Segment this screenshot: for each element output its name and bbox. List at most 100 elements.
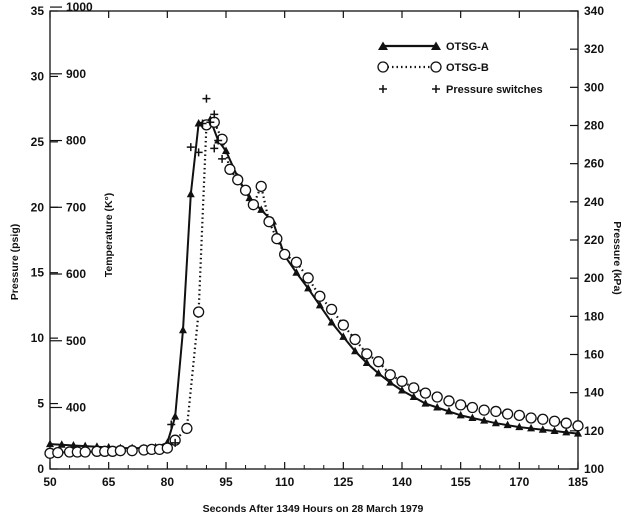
data-point-otsg-b <box>192 306 205 318</box>
x-tick-label: 155 <box>451 475 471 489</box>
y-right-tick-label: 100 <box>584 462 604 476</box>
data-point-otsg-a <box>222 146 230 155</box>
data-point-otsg-a <box>178 325 187 334</box>
y-right-tick-label: 320 <box>584 42 604 56</box>
data-point-otsg-a <box>527 423 536 432</box>
data-point-otsg-b <box>181 422 193 435</box>
data-point-otsg-a <box>409 392 418 401</box>
data-point-otsg-a <box>538 425 547 433</box>
data-point-otsg-a <box>315 300 324 309</box>
data-point-otsg-b <box>126 445 138 457</box>
y-right-tick-label: 240 <box>584 195 604 209</box>
data-point-pressure-switches <box>206 118 215 127</box>
data-point-otsg-a <box>515 422 524 431</box>
data-point-otsg-a <box>57 440 66 448</box>
data-point-pressure-switches <box>167 420 176 429</box>
data-point-otsg-b <box>232 174 244 186</box>
legend: OTSG-A OTSG-B Pressure switches <box>377 41 543 96</box>
data-point-otsg-b <box>255 180 267 192</box>
data-point-otsg-b <box>314 290 326 302</box>
data-point-otsg-b <box>52 446 64 459</box>
data-point-otsg-a <box>186 189 195 198</box>
data-point-otsg-b <box>396 375 408 387</box>
data-point-otsg-a <box>503 420 512 429</box>
data-point-pressure-switches <box>198 119 207 128</box>
legend-label-otsg-a: OTSG-A <box>446 41 489 53</box>
data-point-otsg-a <box>386 378 395 386</box>
y-right-tick-label: 160 <box>584 348 604 362</box>
series-line-otsg-b <box>49 121 579 455</box>
legend-entry-otsg-b: OTSG-B <box>377 61 489 74</box>
data-point-pressure-switches <box>171 438 180 447</box>
y-left-tick-label: 25 <box>31 135 45 149</box>
y-temp-tick-label: 700 <box>66 200 86 214</box>
data-point-otsg-a <box>491 418 500 427</box>
x-tick-label: 50 <box>43 475 57 489</box>
y-right-tick-label: 140 <box>584 386 604 400</box>
y-left-tick-label: 0 <box>37 462 44 476</box>
data-point-otsg-b <box>384 369 396 381</box>
legend-entry-otsg-a: OTSG-A <box>378 41 489 53</box>
legend-label-pressure-switches: Pressure switches <box>446 84 543 96</box>
data-point-otsg-b <box>290 256 303 268</box>
x-tick-label: 110 <box>275 475 295 489</box>
legend-entry-pressure-switches: Pressure switches <box>379 84 543 96</box>
x-tick-label: 185 <box>568 475 588 489</box>
data-point-otsg-a <box>69 440 78 449</box>
y-right-tick-label: 180 <box>584 309 604 323</box>
data-point-pressure-switches <box>210 110 219 119</box>
data-point-otsg-a <box>421 399 430 407</box>
tick-layer: 50 65 80 95 110 125 140 155 170 185 0 5 10 15 20 25 30 35… <box>31 0 605 489</box>
data-point-otsg-a <box>292 268 301 276</box>
data-point-otsg-b <box>337 319 349 331</box>
y-axis-title-left: Pressure (psig) <box>9 224 21 300</box>
data-point-otsg-b <box>560 417 572 429</box>
data-point-otsg-a <box>351 346 360 355</box>
data-point-otsg-a <box>374 368 383 377</box>
data-point-otsg-a <box>398 385 406 394</box>
data-point-otsg-b <box>501 408 514 420</box>
y-right-tick-label: 120 <box>584 424 604 438</box>
y-temp-tick-label: 800 <box>66 134 86 148</box>
data-point-otsg-b <box>216 133 228 145</box>
data-point-otsg-a <box>257 205 266 213</box>
data-point-otsg-a <box>327 317 336 326</box>
data-point-otsg-a <box>46 439 54 448</box>
x-tick-label: 170 <box>509 475 529 489</box>
data-point-otsg-b <box>513 409 525 421</box>
data-point-otsg-b <box>419 387 432 399</box>
series-layer <box>44 94 584 459</box>
x-tick-label: 80 <box>161 475 175 489</box>
data-point-otsg-b <box>372 356 385 368</box>
data-point-otsg-a <box>574 429 582 437</box>
data-point-otsg-a <box>456 410 465 419</box>
y-temp-tick-label: 500 <box>66 334 86 348</box>
data-point-otsg-b <box>478 404 490 416</box>
data-point-otsg-b <box>302 272 314 284</box>
y-axis-title-temperature: Temperature (K°) <box>103 193 115 278</box>
y-temp-tick-label: 600 <box>66 267 86 281</box>
x-tick-label: 140 <box>392 475 412 489</box>
data-point-otsg-b <box>247 199 260 211</box>
y-right-tick-label: 200 <box>584 271 604 285</box>
data-point-otsg-b <box>443 395 455 407</box>
data-point-pressure-switches <box>210 144 219 153</box>
data-point-otsg-b <box>455 399 467 411</box>
data-point-otsg-b <box>239 184 252 196</box>
y-left-tick-label: 35 <box>31 4 45 18</box>
data-point-pressure-switches <box>214 136 223 145</box>
data-point-otsg-b <box>263 216 275 228</box>
y-temp-tick-label: 1000 <box>66 0 93 14</box>
plot-border <box>49 10 579 470</box>
data-point-otsg-a <box>468 413 477 421</box>
data-point-otsg-b <box>114 445 127 457</box>
data-point-pressure-switches <box>186 143 195 152</box>
data-point-otsg-b <box>572 420 584 432</box>
x-tick-label: 125 <box>333 475 353 489</box>
y-right-tick-label: 220 <box>584 233 604 247</box>
y-right-tick-label: 260 <box>584 157 604 171</box>
data-point-otsg-b <box>271 233 283 245</box>
data-point-otsg-a <box>433 402 442 411</box>
x-tick-label: 65 <box>102 475 116 489</box>
